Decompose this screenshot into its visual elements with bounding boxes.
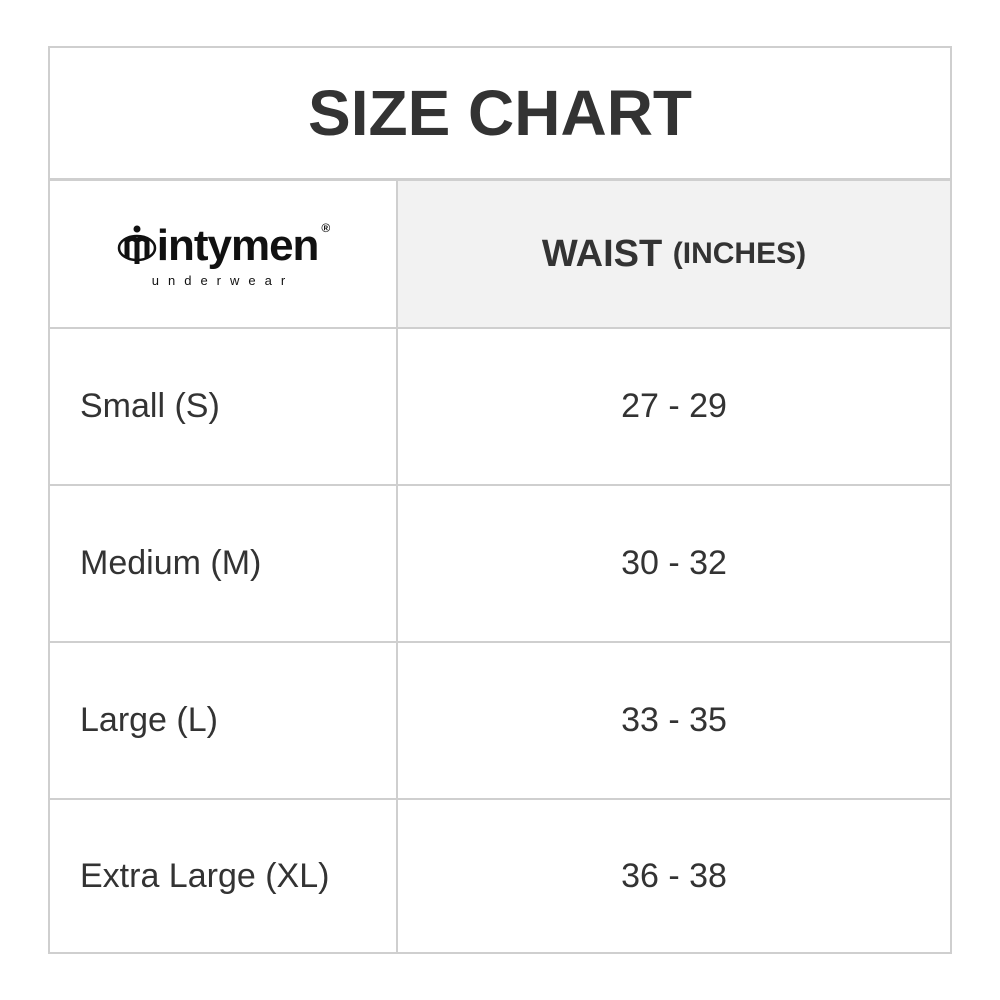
header-row: intymen ® underwear WAIST (INCHES) bbox=[50, 181, 950, 329]
table-row: Medium (M) 30 - 32 bbox=[50, 486, 950, 643]
table-row: Small (S) 27 - 29 bbox=[50, 329, 950, 486]
logo-mark-icon bbox=[117, 225, 156, 264]
logo-cell: intymen ® underwear bbox=[50, 181, 398, 327]
table-row: Large (L) 33 - 35 bbox=[50, 643, 950, 800]
waist-cell: 27 - 29 bbox=[621, 387, 727, 425]
size-cell: Large (L) bbox=[50, 643, 398, 798]
waist-cell: 30 - 32 bbox=[621, 544, 727, 582]
size-cell: Small (S) bbox=[50, 329, 398, 484]
waist-cell: 33 - 35 bbox=[621, 701, 727, 739]
size-cell: Medium (M) bbox=[50, 486, 398, 641]
table-row: Extra Large (XL) 36 - 38 bbox=[50, 800, 950, 952]
logo-tagline: underwear bbox=[151, 272, 295, 288]
waist-column-header: WAIST (INCHES) bbox=[398, 181, 950, 327]
waist-cell: 36 - 38 bbox=[621, 856, 727, 895]
logo-brand-text: intymen bbox=[156, 220, 320, 270]
brand-logo: intymen ® underwear bbox=[117, 221, 330, 288]
size-chart-table: SIZE CHART intymen ® underwear WAIST (IN… bbox=[48, 46, 952, 954]
page-title: SIZE CHART bbox=[50, 48, 950, 181]
size-cell: Extra Large (XL) bbox=[50, 800, 398, 952]
